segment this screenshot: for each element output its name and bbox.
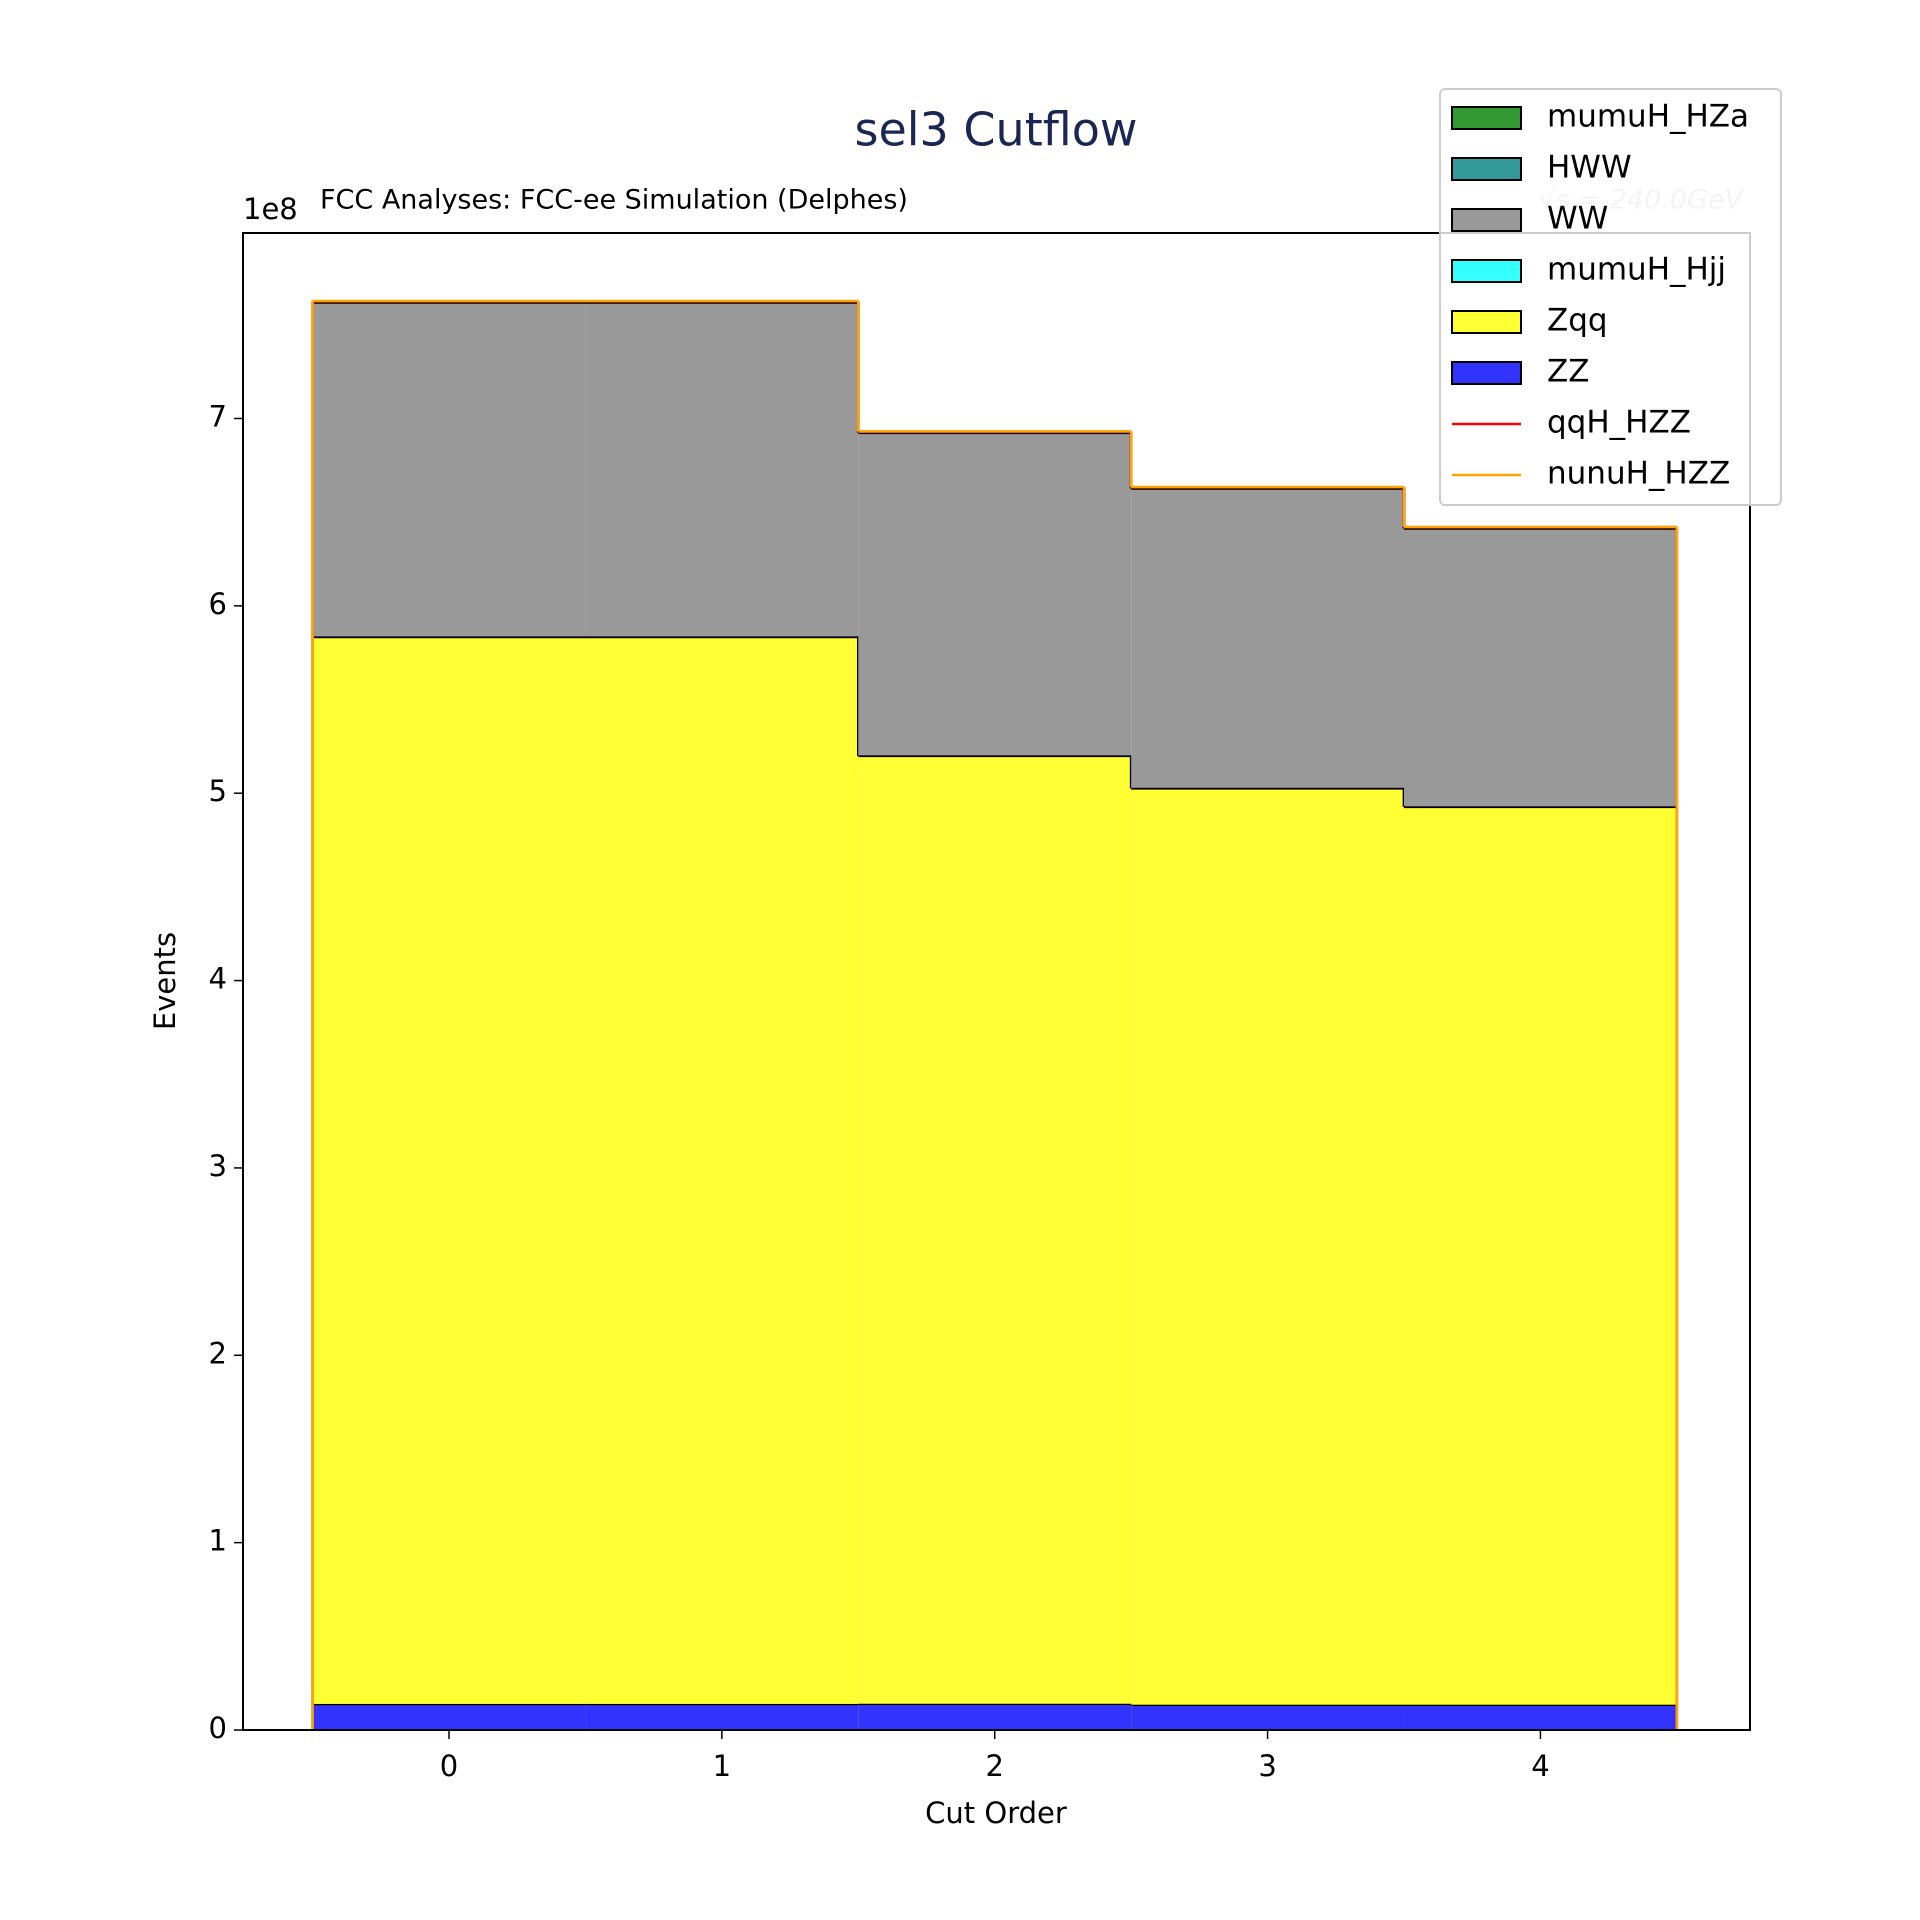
y-tick-label: 6 xyxy=(209,587,227,621)
legend-swatch xyxy=(1451,157,1522,181)
bar-segment xyxy=(858,432,1132,756)
legend-box xyxy=(1439,88,1782,506)
y-axis-label: Events xyxy=(148,932,182,1030)
legend-label: WW xyxy=(1547,201,1608,237)
legend-label: qqH_HZZ xyxy=(1547,405,1691,441)
y-tick-label: 5 xyxy=(209,774,227,808)
bar-segment xyxy=(585,636,859,1704)
bar-segment xyxy=(858,755,1132,1704)
y-tick-label: 4 xyxy=(209,962,227,996)
legend-label: nunuH_HZZ xyxy=(1547,456,1730,492)
legend-swatch xyxy=(1451,310,1522,334)
bar-segment xyxy=(585,302,859,637)
bar-segment xyxy=(1404,528,1677,807)
subtitle: FCC Analyses: FCC-ee Simulation (Delphes… xyxy=(320,185,908,216)
chart-title: sel3 Cutflow xyxy=(855,103,1138,157)
bar-segment xyxy=(312,1703,586,1730)
bar-segment xyxy=(312,636,586,1704)
y-tick-label: 7 xyxy=(209,399,227,433)
bar-segment xyxy=(1131,1704,1405,1730)
legend-label: mumuH_Hjj xyxy=(1547,252,1726,288)
y-tick-label: 2 xyxy=(209,1336,227,1370)
x-tick-label: 0 xyxy=(440,1749,458,1783)
plot-frame xyxy=(242,232,1751,1731)
bar-segment xyxy=(1131,788,1405,1705)
legend-label: ZZ xyxy=(1547,354,1589,390)
y-tick-label: 3 xyxy=(209,1149,227,1183)
legend-swatch xyxy=(1451,106,1522,130)
bar-segment xyxy=(585,1703,859,1730)
y-offset-label: 1e8 xyxy=(243,192,298,226)
legend-label: HWW xyxy=(1547,150,1632,186)
x-tick-label: 1 xyxy=(713,1749,731,1783)
legend-swatch xyxy=(1451,361,1522,385)
legend-label: Zqq xyxy=(1547,303,1608,339)
legend-swatch xyxy=(1451,208,1522,232)
x-tick-label: 4 xyxy=(1531,1749,1549,1783)
x-axis-label: Cut Order xyxy=(925,1796,1067,1830)
bar-segment xyxy=(1131,488,1405,788)
x-tick-label: 2 xyxy=(985,1749,1003,1783)
x-tick-label: 3 xyxy=(1258,1749,1276,1783)
legend-swatch xyxy=(1451,259,1522,283)
bar-segment xyxy=(858,1703,1132,1730)
y-tick-label: 1 xyxy=(209,1524,227,1558)
bar-segment xyxy=(1404,806,1677,1705)
bar-segment xyxy=(1404,1704,1677,1730)
legend-label: mumuH_HZa xyxy=(1547,99,1749,135)
y-tick-label: 0 xyxy=(209,1711,227,1745)
bar-segment xyxy=(312,302,586,637)
